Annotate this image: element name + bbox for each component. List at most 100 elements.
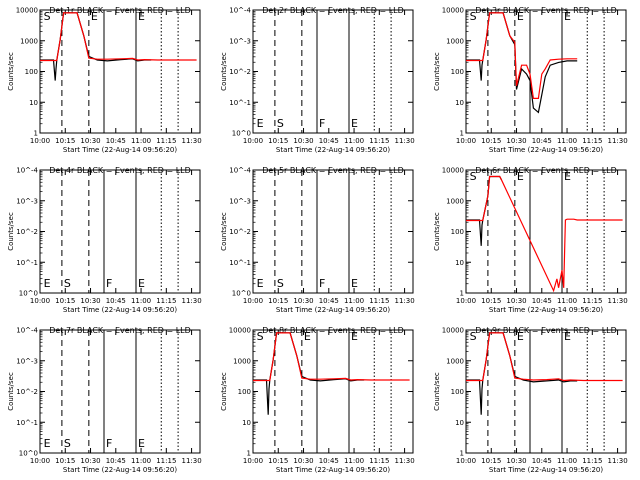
y-tick-label: 1: [460, 450, 464, 458]
y-tick-label: 10^-4: [229, 7, 251, 15]
marker-label: E: [517, 330, 524, 343]
panel-title: Det 8r BLACK = Events, RED = LLD: [262, 326, 404, 335]
marker-label: S: [470, 330, 477, 343]
events-series: [466, 12, 578, 114]
panel-title: Det 1r BLACK = Events, RED = LLD: [49, 6, 191, 15]
y-axis-label: Counts/sec: [220, 52, 228, 91]
y-tick-label: 10^0: [232, 290, 251, 298]
y-axis-label: Counts/sec: [433, 52, 441, 91]
marker-label: E: [351, 330, 358, 343]
plot-frame: [39, 9, 201, 134]
y-tick-label: 10^-3: [229, 197, 251, 205]
x-tick-label: 10:30: [80, 137, 100, 145]
x-tick-label: 11:30: [607, 137, 627, 145]
x-tick-label: 10:30: [293, 137, 313, 145]
x-tick-label: 10:00: [456, 457, 476, 465]
marker-label: E: [564, 330, 571, 343]
x-tick-label: 11:00: [557, 457, 577, 465]
y-tick-label: 1000: [446, 197, 464, 205]
x-tick-label: 11:30: [181, 457, 201, 465]
x-tick-label: 11:00: [131, 297, 151, 305]
x-tick-label: 11:00: [344, 297, 364, 305]
x-tick-label: 10:15: [55, 297, 75, 305]
x-tick-label: 11:30: [181, 137, 201, 145]
marker-label: F: [319, 117, 325, 130]
y-tick-label: 10000: [442, 327, 464, 335]
panel-title: Det 5r BLACK = Events, RED = LLD: [262, 166, 404, 175]
x-tick-label: 10:00: [456, 297, 476, 305]
x-tick-label: 11:00: [344, 137, 364, 145]
y-tick-label: 10000: [16, 7, 38, 15]
x-tick-label: 10:00: [30, 137, 50, 145]
x-axis-label: Start Time (22-Aug-14 09:56:20): [63, 306, 177, 314]
y-tick-label: 100: [451, 68, 464, 76]
x-tick-label: 10:00: [456, 137, 476, 145]
x-tick-label: 11:00: [344, 457, 364, 465]
marker-label: S: [64, 277, 71, 290]
y-tick-label: 10^-3: [16, 357, 38, 365]
y-tick-label: 10^-1: [16, 419, 38, 427]
y-tick-label: 1000: [446, 357, 464, 365]
y-tick-label: 1: [247, 450, 251, 458]
marker-label: E: [138, 437, 145, 450]
x-tick-label: 11:00: [131, 457, 151, 465]
marker-label: E: [44, 277, 51, 290]
marker-label: S: [64, 437, 71, 450]
detector-panel-4: Det 4r BLACK = Events, RED = LLD Counts/s…: [7, 166, 202, 314]
y-tick-label: 1: [34, 130, 38, 138]
x-tick-label: 10:45: [106, 297, 126, 305]
detector-panel-8: Det 8r BLACK = Events, RED = LLD Counts/s…: [220, 326, 415, 474]
x-tick-label: 11:30: [394, 137, 414, 145]
plot-frame: [252, 169, 414, 294]
y-tick-label: 10^0: [232, 130, 251, 138]
x-tick-label: 10:30: [506, 297, 526, 305]
x-axis-label: Start Time (22-Aug-14 09:56:20): [276, 146, 390, 154]
panel-title: Det 9r BLACK = Events, RED = LLD: [475, 326, 617, 335]
y-tick-label: 100: [238, 388, 251, 396]
x-tick-label: 11:00: [131, 137, 151, 145]
x-axis-label: Start Time (22-Aug-14 09:56:20): [489, 146, 603, 154]
detector-panel-9: Det 9r BLACK = Events, RED = LLD Counts/s…: [433, 326, 628, 474]
y-tick-label: 10^0: [19, 450, 38, 458]
y-tick-label: 100: [25, 68, 38, 76]
marker-label: E: [304, 330, 311, 343]
lld-series: [466, 12, 578, 100]
detector-panel-2: Det 2r BLACK = Events, RED = LLD Counts/s…: [220, 6, 415, 154]
plot-frame: [39, 329, 201, 454]
marker-label: S: [257, 330, 264, 343]
plot-frame: [465, 329, 627, 454]
detector-panel-7: Det 7r BLACK = Events, RED = LLD Counts/s…: [7, 326, 202, 474]
x-tick-label: 10:45: [319, 137, 339, 145]
plot-frame: [252, 9, 414, 134]
x-tick-label: 11:15: [582, 137, 602, 145]
x-tick-label: 11:15: [369, 457, 389, 465]
detector-panel-5: Det 5r BLACK = Events, RED = LLD Counts/s…: [220, 166, 415, 314]
x-tick-label: 10:15: [55, 137, 75, 145]
plot-frame: [465, 9, 627, 134]
marker-label: S: [470, 10, 477, 23]
y-tick-label: 10: [29, 99, 38, 107]
x-tick-label: 11:30: [394, 457, 414, 465]
events-series: [253, 332, 365, 415]
x-tick-label: 10:30: [293, 297, 313, 305]
x-tick-label: 10:15: [268, 457, 288, 465]
x-tick-label: 10:15: [55, 457, 75, 465]
detector-panel-1: Det 1r BLACK = Events, RED = LLD Counts/s…: [7, 6, 202, 154]
events-series: [466, 332, 578, 415]
x-tick-label: 11:00: [557, 297, 577, 305]
y-tick-label: 10^-3: [229, 37, 251, 45]
y-tick-label: 10: [455, 259, 464, 267]
plot-frame: [39, 169, 201, 294]
lld-series: [466, 175, 623, 293]
marker-label: E: [138, 10, 145, 23]
marker-label: S: [277, 117, 284, 130]
x-tick-label: 10:30: [293, 457, 313, 465]
y-tick-label: 1000: [233, 357, 251, 365]
x-tick-label: 10:00: [30, 457, 50, 465]
x-tick-label: 11:15: [582, 457, 602, 465]
x-tick-label: 11:15: [156, 137, 176, 145]
marker-label: S: [44, 10, 51, 23]
y-tick-label: 100: [451, 388, 464, 396]
y-tick-label: 10^-1: [229, 259, 251, 267]
